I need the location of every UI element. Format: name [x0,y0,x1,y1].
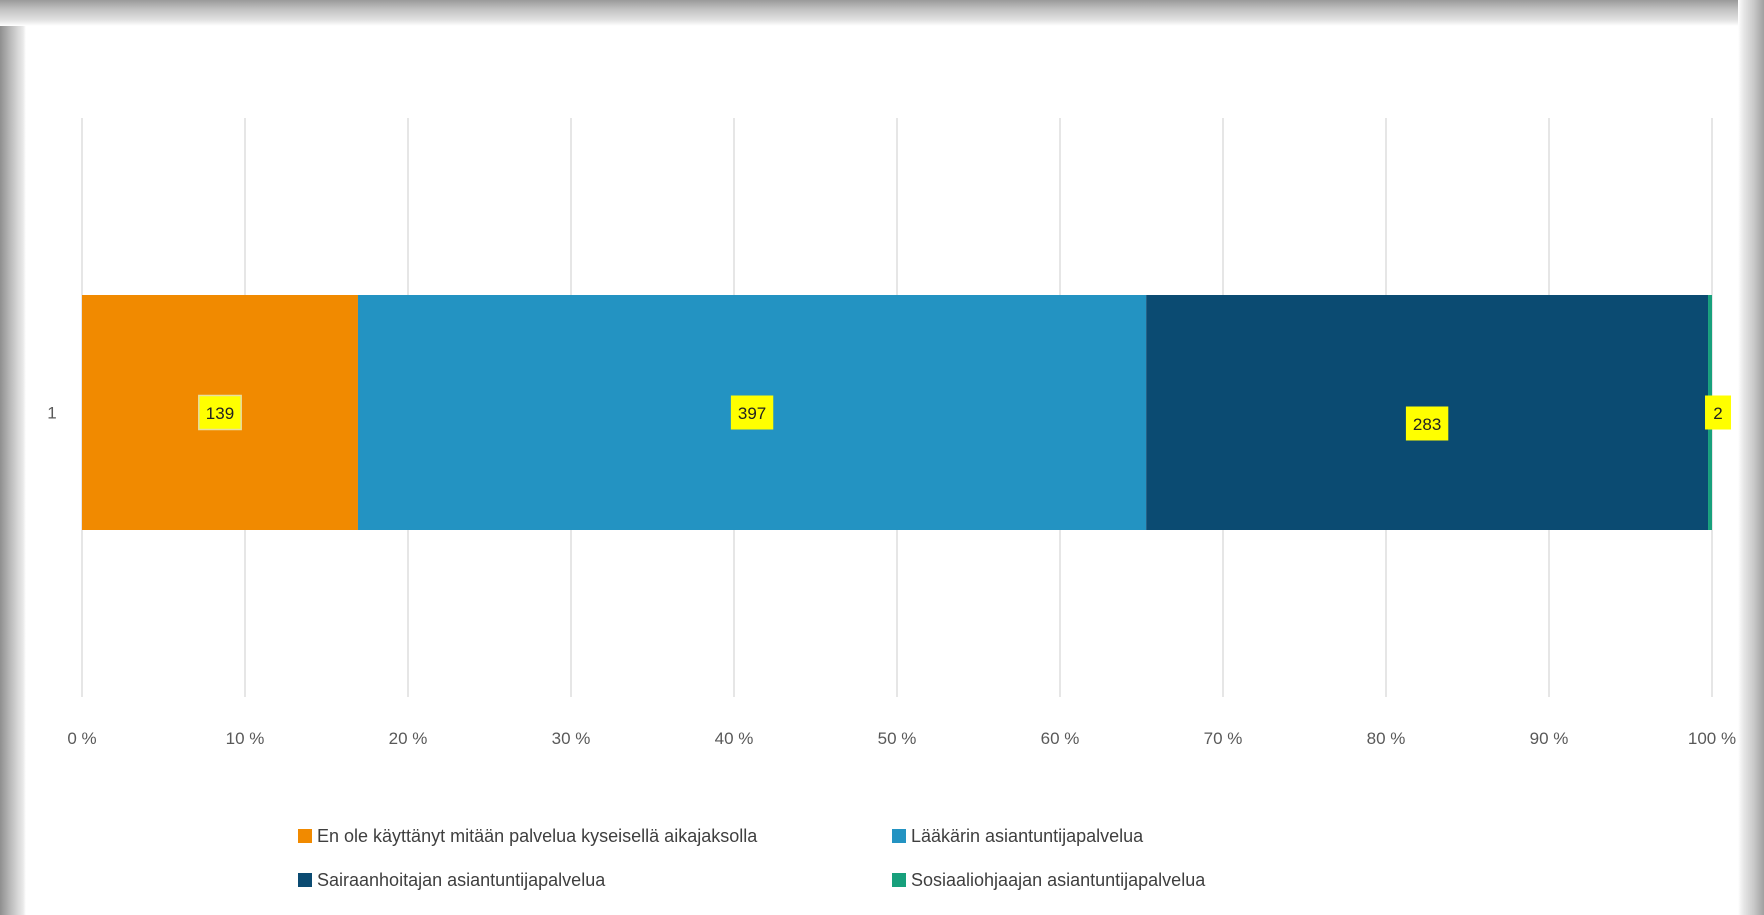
legend-entry: Sosiaaliohjaajan asiantuntijapalvelua [911,870,1206,890]
axes: 0 % 10 % 20 % 30 % 40 % 50 % 60 % 70 % 80 % 90 % 1… [47,404,1736,749]
data-label-box [1705,395,1732,430]
x-tick-label: 70 % [1204,729,1243,748]
x-tick-label: 60 % [1041,729,1080,748]
data-label: 139 [198,394,242,431]
legend-swatch [892,829,906,843]
data-label-text: 283 [1413,415,1441,434]
legend-swatch [298,873,312,887]
data-label-box [1405,406,1449,441]
data-label: 283 [1405,406,1449,441]
x-tick-label: 40 % [715,729,754,748]
x-tick-label: 0 % [67,729,96,748]
legend-swatch [892,873,906,887]
legend-swatch [298,829,312,843]
legend: En ole käyttänyt mitään palvelua kyseise… [298,826,1206,890]
y-category-label: 1 [47,404,56,423]
data-labels: 139 397 283 2 [198,394,1732,441]
x-tick-label: 100 % [1688,729,1736,748]
x-tick-label: 30 % [552,729,591,748]
data-label-text: 2 [1713,404,1722,423]
data-label-text: 139 [206,404,234,423]
x-tick-label: 10 % [226,729,265,748]
x-tick-label: 20 % [389,729,428,748]
bars [82,295,1712,530]
legend-entry: Lääkärin asiantuntijapalvelua [911,826,1144,846]
data-label-box [730,395,774,430]
x-tick-label: 80 % [1367,729,1406,748]
x-tick-label: 50 % [878,729,917,748]
data-label-box [198,394,242,431]
x-tick-label: 90 % [1530,729,1569,748]
legend-entry: Sairaanhoitajan asiantuntijapalvelua [317,870,606,890]
legend-entry: En ole käyttänyt mitään palvelua kyseise… [317,826,758,846]
data-label: 2 [1705,395,1732,430]
data-label: 397 [730,395,774,430]
data-label-text: 397 [738,404,766,423]
